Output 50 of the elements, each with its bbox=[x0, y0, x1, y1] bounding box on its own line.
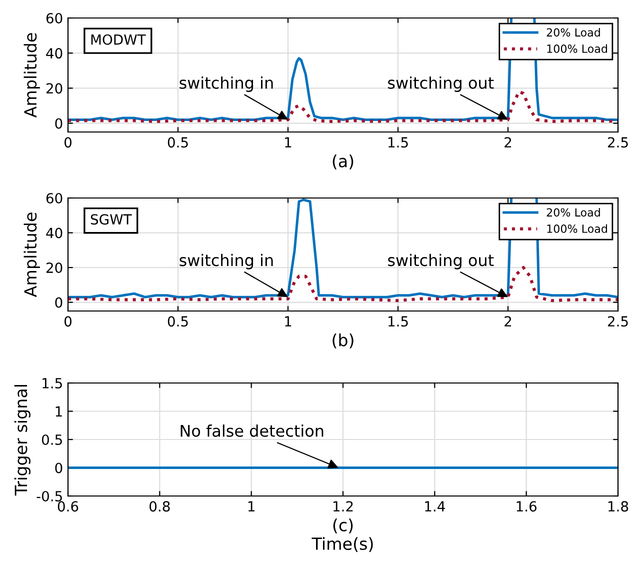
x-tick-label: 2 bbox=[504, 137, 512, 148]
line-series bbox=[68, 90, 618, 124]
x-axis-title: (b) bbox=[332, 333, 354, 348]
x-tick-label: 1 bbox=[248, 501, 254, 512]
x-tick-label: 0 bbox=[64, 137, 72, 148]
x-tick-label: 1.4 bbox=[425, 501, 445, 512]
x-tick-label: 0.6 bbox=[58, 501, 78, 512]
y-tick-label: 0 bbox=[55, 118, 62, 129]
x-tick-label: 1 bbox=[285, 316, 292, 326]
legend-label: 100% Load bbox=[547, 44, 607, 53]
y-tick-label: 20 bbox=[46, 262, 62, 274]
x-tick-label: 1.6 bbox=[516, 501, 537, 512]
x-tick-label: 2.5 bbox=[608, 137, 628, 148]
x-tick-label: 1.2 bbox=[333, 501, 353, 512]
annotation: SGWT bbox=[90, 214, 132, 225]
y-tick-label: 0 bbox=[55, 462, 62, 474]
y-tick-label: 60 bbox=[46, 12, 62, 24]
y-axis-title: Trigger signal bbox=[14, 385, 30, 496]
x-tick-label: 1.8 bbox=[608, 501, 628, 512]
y-tick-label: 1 bbox=[56, 406, 62, 417]
x-tick-label: 2 bbox=[504, 316, 512, 326]
x-tick-label: 1.5 bbox=[388, 137, 408, 148]
legend-label: 100% Load bbox=[547, 224, 607, 233]
annotation: switching in bbox=[180, 76, 273, 92]
y-axis-title: Amplitude bbox=[24, 33, 40, 118]
x-tick-label: 0.5 bbox=[168, 316, 188, 327]
y-tick-label: -0.5 bbox=[36, 490, 62, 502]
x-tick-label: 0.8 bbox=[150, 501, 170, 512]
x-axis-title: (c) Time(s) bbox=[312, 518, 373, 552]
y-tick-label: 1.5 bbox=[42, 378, 62, 388]
y-axis-title: Amplitude bbox=[24, 212, 40, 298]
x-tick-label: 0.5 bbox=[168, 137, 188, 148]
annotation: No false detection bbox=[180, 424, 324, 437]
y-tick-label: 0 bbox=[55, 297, 62, 308]
x-tick-label: 1.5 bbox=[388, 316, 408, 327]
annotation: switching out bbox=[388, 76, 494, 92]
x-tick-label: 2.5 bbox=[608, 316, 628, 327]
y-tick-label: 40 bbox=[46, 48, 62, 59]
y-tick-label: 0.5 bbox=[42, 434, 62, 445]
annotation: switching in bbox=[180, 254, 273, 270]
legend-label: 20% Load bbox=[546, 208, 600, 217]
y-tick-label: 60 bbox=[46, 192, 62, 204]
legend-label: 20% Load bbox=[546, 28, 600, 37]
x-axis-title: (a) bbox=[332, 154, 354, 170]
x-tick-label: 1 bbox=[285, 137, 292, 148]
annotation: MODWT bbox=[91, 34, 146, 45]
x-tick-label: 0 bbox=[64, 316, 72, 327]
y-tick-label: 20 bbox=[46, 83, 62, 94]
annotation: switching out bbox=[388, 254, 494, 270]
y-tick-label: 40 bbox=[46, 228, 62, 238]
